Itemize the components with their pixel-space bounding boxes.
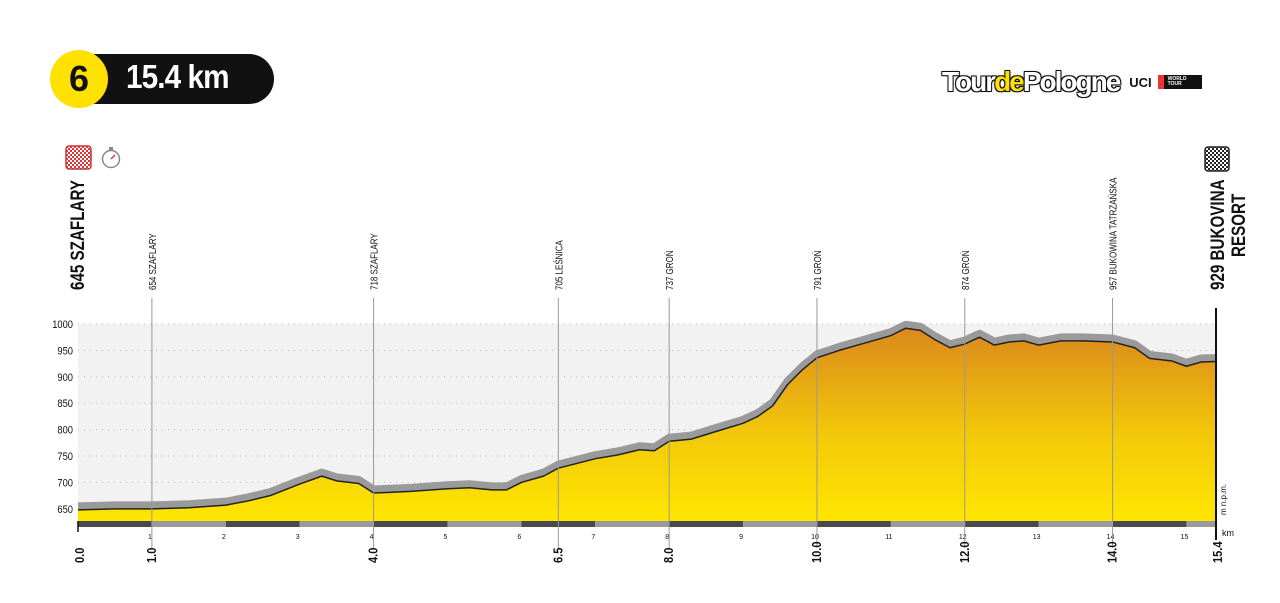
km-tick-label: 6	[517, 534, 521, 541]
waypoint-label: 705 LEŚNICA	[552, 239, 564, 290]
x-axis-label: km	[1222, 528, 1234, 538]
waypoint-km-label: 14.0	[1105, 541, 1120, 563]
km-strip-segment	[743, 521, 817, 527]
waypoint-label: 874 GROŃ	[960, 250, 971, 290]
y-tick-label: 650	[57, 504, 73, 516]
km-tick-label: 13	[1033, 534, 1041, 541]
y-tick-label: 750	[57, 451, 73, 463]
km-strip-segment	[816, 521, 891, 527]
waypoint-km-label: 8.0	[661, 547, 676, 563]
profile-area	[78, 328, 1216, 521]
km-tick-label: 14	[1107, 534, 1115, 541]
waypoint-km-label: 12.0	[957, 541, 972, 563]
km-strip-segment	[890, 521, 965, 527]
km-strip-segment	[78, 521, 152, 527]
start-location-label: 645 SZAFLARY	[66, 180, 88, 290]
waypoint-label: 791 GROŃ	[812, 250, 823, 290]
km-tick-label: 8	[665, 534, 669, 541]
waypoint-km-label: 1.0	[144, 547, 159, 563]
stage-distance: 15.4 km	[126, 58, 230, 95]
stage-number: 6	[50, 50, 108, 108]
waypoint-label: 654 SZAFLARY	[147, 233, 158, 290]
finish-location-label: 929 BUKOVINA	[1206, 179, 1228, 290]
km-tick-label: 12	[959, 534, 967, 541]
world-tour-logo: WORLD TOUR	[1157, 75, 1202, 89]
km-tick-label: 2	[222, 534, 226, 541]
y-tick-label: 850	[57, 399, 73, 411]
y-tick-label: 900	[57, 372, 73, 384]
waypoint-label: 718 SZAFLARY	[369, 233, 380, 290]
y-tick-label: 1000	[52, 319, 73, 331]
km-tick-label: 9	[739, 534, 743, 541]
km-tick-label: 15	[1181, 534, 1189, 541]
km-tick-label: 7	[591, 534, 595, 541]
tour-de-pologne-logo: TourdePologne UCI WORLD TOUR	[941, 65, 1202, 98]
y-tick-label: 700	[57, 478, 73, 490]
km-tick-label: 4	[370, 534, 374, 541]
profile-shadow-band	[77, 320, 1217, 510]
km-label-finish: 15.4	[1210, 541, 1225, 563]
km-strip-segment	[373, 521, 448, 527]
stopwatch-icon	[101, 147, 121, 169]
waypoint-label: 737 GROŃ	[664, 250, 675, 290]
km-tick-label: 5	[444, 534, 448, 541]
finish-flag-icon	[1204, 146, 1230, 172]
km-strip-segment	[299, 521, 374, 527]
y-tick-label: 950	[57, 346, 73, 358]
km-strip-segment	[447, 521, 522, 527]
km-strip-segment	[225, 521, 300, 527]
finish-location-label-2: RESORT	[1227, 193, 1249, 257]
km-strip-segment	[964, 521, 1039, 527]
km-label-start: 0.0	[72, 547, 87, 563]
start-flag-icon	[65, 145, 92, 170]
waypoint-km-label: 10.0	[809, 541, 824, 563]
km-tick-label: 3	[296, 534, 300, 541]
km-strip-segment	[1112, 521, 1187, 527]
km-strip-segment	[1186, 521, 1216, 527]
waypoint-km-label: 6.5	[550, 547, 565, 563]
km-strip-segment	[151, 521, 226, 527]
km-tick-label: 1	[148, 534, 152, 541]
y-tick-label: 800	[57, 425, 73, 437]
km-strip-segment	[669, 521, 744, 527]
uci-logo: UCI	[1129, 74, 1152, 90]
waypoint-label: 957 BUKOWINA TATRZAŃSKA	[1108, 177, 1119, 290]
profile-line	[77, 327, 1217, 511]
km-tick-label: 10	[811, 534, 819, 541]
km-strip-segment	[595, 521, 670, 527]
waypoint-km-label: 4.0	[366, 547, 381, 563]
km-tick-label: 11	[885, 534, 892, 541]
km-strip-segment	[1038, 521, 1113, 527]
y-axis-label: m n.p.m.	[1219, 484, 1228, 515]
